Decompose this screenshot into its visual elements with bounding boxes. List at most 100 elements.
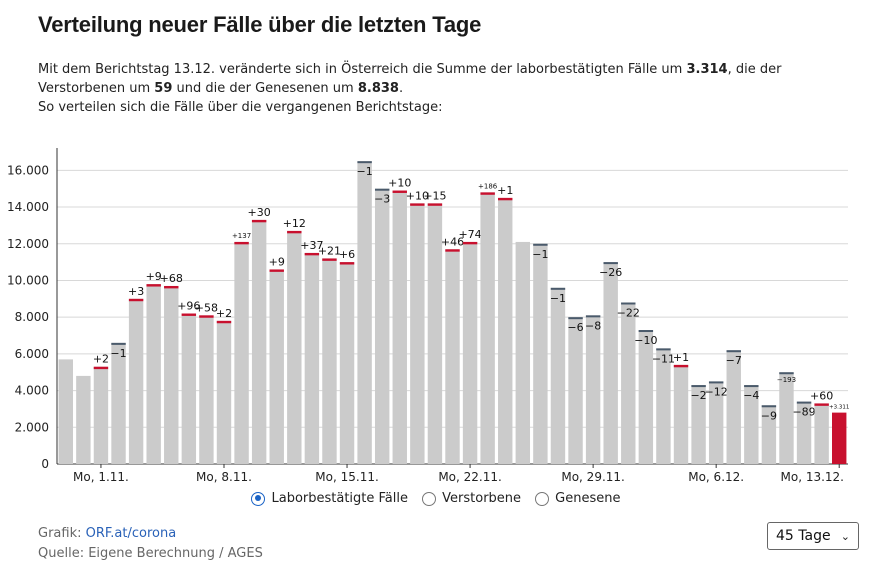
data-label: +30	[248, 206, 271, 219]
bar	[111, 342, 126, 464]
bar	[269, 269, 284, 464]
range-select-value: 45 Tage	[776, 528, 831, 544]
change-marker	[550, 287, 566, 290]
x-tick-label: Mo, 15.11.	[315, 470, 379, 484]
bar	[621, 302, 636, 464]
data-label: −11	[652, 352, 675, 365]
data-label: +137	[232, 232, 251, 240]
change-marker	[164, 285, 179, 289]
change-marker	[322, 258, 337, 261]
data-label: +37	[300, 239, 323, 252]
graphic-link[interactable]: ORF.at/corona	[85, 526, 177, 541]
bar	[374, 188, 390, 465]
data-label: +74	[458, 228, 481, 241]
data-label: +6	[339, 248, 355, 261]
data-label: −1	[532, 248, 548, 261]
data-label: +60	[810, 389, 833, 402]
data-label: −12	[705, 385, 728, 398]
data-label: −1	[357, 165, 373, 178]
bar	[93, 366, 109, 464]
intro-text: Mit dem Berichtstag 13.12. veränderte si…	[38, 60, 858, 117]
bar	[462, 241, 478, 464]
data-label: +1	[497, 184, 513, 197]
bar	[673, 364, 689, 464]
range-select[interactable]: 45 Tage ⌄	[767, 522, 859, 550]
bar	[585, 315, 601, 464]
radio-selected-icon	[251, 491, 266, 506]
change-marker	[656, 348, 671, 351]
chevron-down-icon: ⌄	[840, 529, 850, 543]
data-label: −1	[110, 347, 126, 360]
radio-icon	[535, 491, 550, 506]
data-label: +12	[283, 217, 306, 230]
bar	[796, 401, 812, 464]
bar	[251, 219, 267, 464]
bar	[691, 385, 706, 464]
legend-option-cases[interactable]: Laborbestätigte Fälle	[251, 491, 408, 506]
data-label: +10	[388, 177, 411, 190]
change-marker	[726, 350, 741, 353]
data-label: +46	[441, 235, 464, 248]
change-marker	[269, 269, 284, 272]
data-label: +68	[160, 272, 183, 285]
data-label: −3	[374, 193, 390, 206]
bar	[392, 190, 407, 464]
data-label: +1	[673, 351, 689, 364]
change-marker	[779, 372, 794, 375]
legend-option-deaths[interactable]: Verstorbene	[422, 491, 521, 506]
change-marker	[603, 262, 618, 265]
change-marker	[251, 219, 267, 223]
legend-label: Verstorbene	[442, 491, 522, 506]
bar	[550, 287, 566, 464]
x-tick-label: Mo, 6.12.	[688, 470, 744, 484]
change-marker	[480, 192, 495, 195]
bar	[427, 203, 443, 464]
bar	[814, 403, 829, 464]
deaths-delta: 59	[154, 81, 173, 96]
bar	[181, 313, 197, 464]
data-label: −4	[743, 389, 759, 402]
change-marker	[287, 230, 302, 234]
bar	[603, 262, 618, 464]
graphic-credit: Grafik: ORF.at/corona	[38, 524, 263, 544]
legend-label: Laborbestätigte Fälle	[271, 491, 408, 506]
data-label: +21	[318, 244, 341, 257]
intro-subline: So verteilen sich die Fälle über die ver…	[38, 100, 443, 115]
intro-text-part: , die der Verstorbenen um	[38, 62, 782, 96]
change-marker	[199, 315, 214, 318]
bar	[515, 241, 531, 464]
change-marker	[93, 366, 109, 370]
data-label: +58	[195, 301, 218, 314]
data-label: +96	[177, 300, 200, 313]
y-tick-label: 6.000	[15, 347, 49, 361]
bar	[304, 252, 320, 464]
change-marker	[638, 330, 654, 333]
bar	[287, 230, 302, 464]
bar	[199, 315, 214, 464]
source-credit: Quelle: Eigene Berechnung / AGES	[38, 546, 263, 561]
legend-label: Genesene	[555, 491, 621, 506]
change-marker	[585, 315, 601, 318]
bar	[146, 284, 161, 464]
change-marker	[814, 403, 829, 406]
change-marker	[392, 190, 407, 193]
data-label: −89	[792, 406, 815, 419]
x-tick-label: Mo, 8.11.	[196, 470, 252, 484]
chart-legend: Laborbestätigte Fälle Verstorbene Genese…	[0, 491, 872, 510]
bar	[76, 375, 91, 464]
data-label: +9	[146, 270, 162, 283]
bar	[58, 359, 73, 464]
intro-text-part: und die der Genesenen um	[172, 81, 358, 96]
data-label: +3	[128, 285, 144, 298]
data-label: −1	[550, 292, 566, 305]
bar	[708, 381, 724, 464]
legend-option-recovered[interactable]: Genesene	[535, 491, 621, 506]
bar	[164, 285, 179, 464]
y-tick-label: 14.000	[7, 200, 49, 214]
data-label: −193	[777, 376, 796, 384]
data-label: −9	[761, 409, 777, 422]
y-tick-label: 2.000	[15, 420, 49, 434]
change-marker	[498, 197, 513, 201]
change-marker	[410, 203, 425, 206]
bar	[568, 317, 583, 464]
